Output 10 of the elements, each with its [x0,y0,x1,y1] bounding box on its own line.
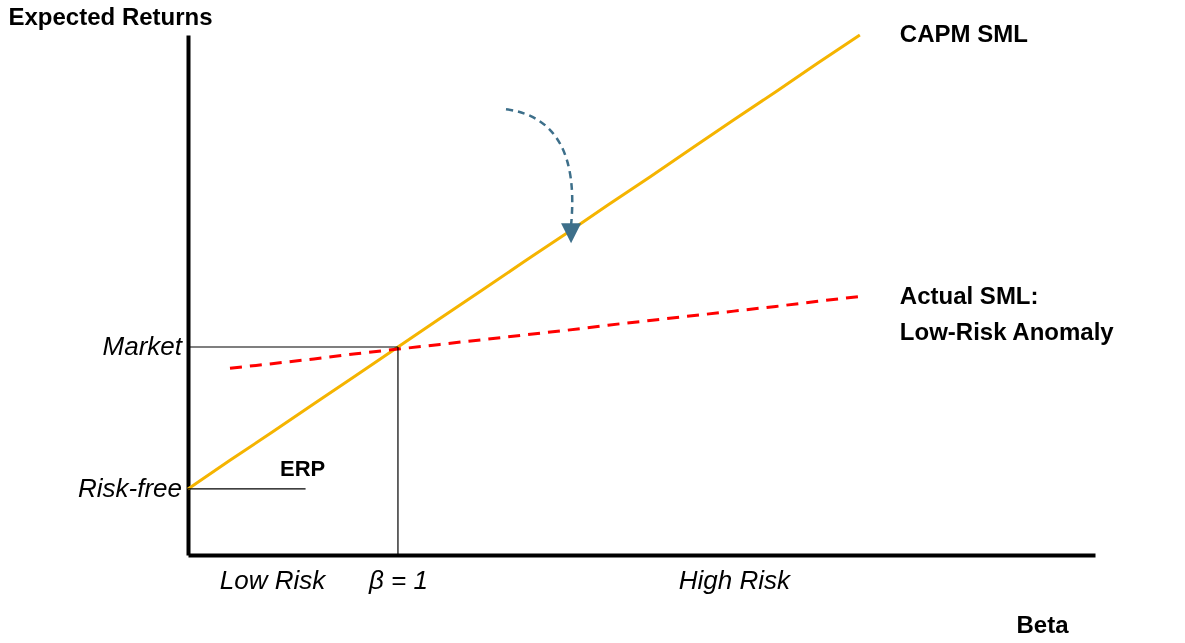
x-axis-title: Beta [1016,610,1070,638]
series-label: Actual SML: Low-Risk Anomaly [899,281,1115,345]
ref-line-label: Risk-free [77,472,182,503]
x-tick-label: Low Risk [219,564,328,595]
series-label: CAPM SML [899,20,1028,47]
x-tick-label: β = 1 [367,564,428,595]
x-tick-label: High Risk [678,564,792,595]
y-axis-title: Expected Returns [8,2,213,30]
ref-line-label: Market [102,331,184,361]
annotation: ERP [280,456,326,482]
